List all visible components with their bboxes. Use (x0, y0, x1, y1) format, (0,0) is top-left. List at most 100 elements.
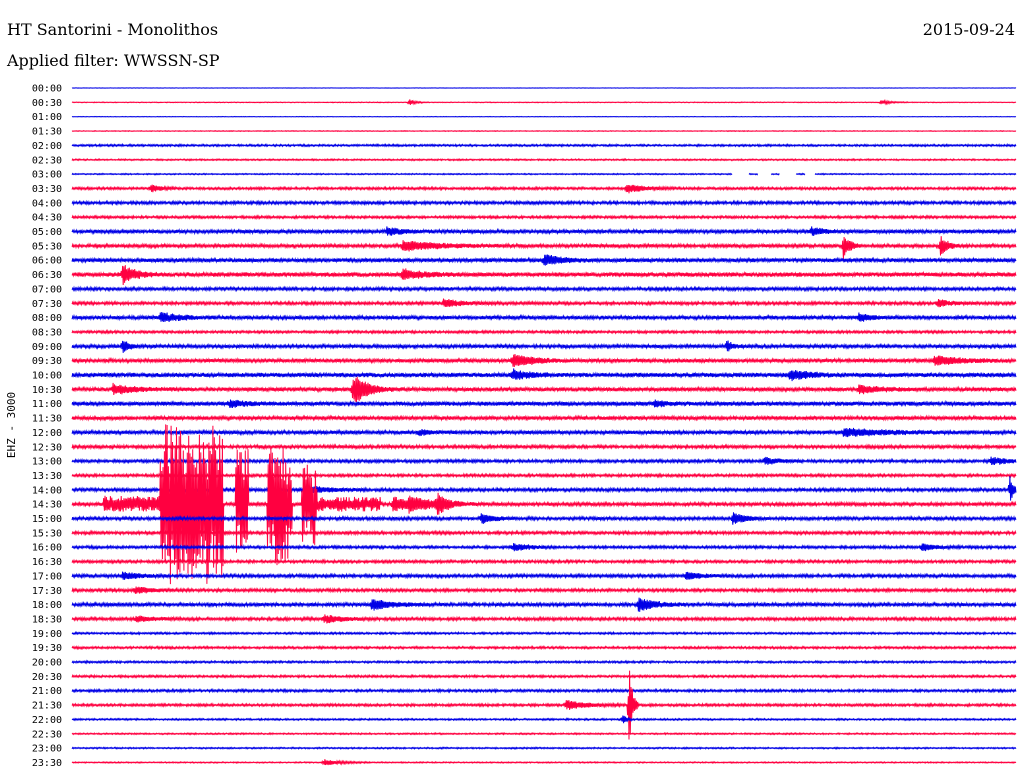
trace-line (71, 226, 1017, 237)
trace-line (71, 399, 1017, 408)
row-time-label: 06:00 (32, 256, 62, 267)
trace-line (71, 731, 1017, 736)
row-time-label: 10:00 (32, 371, 62, 382)
trace-line (71, 368, 1017, 382)
row-time-label: 00:30 (32, 98, 62, 109)
row-time-label: 03:30 (32, 184, 62, 195)
trace-line (71, 472, 1017, 479)
row-time-label: 16:30 (32, 557, 62, 568)
row-time-label: 12:30 (32, 442, 62, 453)
trace-line (71, 184, 1017, 194)
row-time-label: 15:30 (32, 528, 62, 539)
trace-line (71, 687, 1017, 694)
row-time-label: 18:00 (32, 600, 62, 611)
trace-line (71, 298, 1017, 308)
row-time-label: 18:30 (32, 614, 62, 625)
trace-line (71, 424, 1017, 585)
record-date: 2015-09-24 (922, 20, 1015, 39)
trace-line (71, 558, 1017, 565)
trace-line (71, 311, 1017, 323)
row-time-label: 14:00 (32, 485, 62, 496)
row-time-label: 23:00 (32, 744, 62, 755)
row-time-label: 14:30 (32, 500, 62, 511)
row-time-label: 11:30 (32, 414, 62, 425)
trace-line (71, 476, 1017, 501)
row-time-label: 07:30 (32, 299, 62, 310)
trace-line (71, 199, 1017, 207)
row-time-label: 04:00 (32, 198, 62, 209)
trace-line (71, 427, 1017, 438)
row-time-label: 16:00 (32, 543, 62, 554)
row-time-label: 06:30 (32, 270, 62, 281)
row-time-label: 21:30 (32, 701, 62, 712)
trace-line (71, 586, 1017, 594)
row-time-label: 09:00 (32, 342, 62, 353)
trace-line (71, 236, 1017, 260)
row-time-label: 23:30 (32, 758, 62, 769)
row-time-label: 19:00 (32, 629, 62, 640)
filter-label: Applied filter: WWSSN-SP (7, 51, 220, 70)
trace-line (71, 659, 1017, 665)
row-time-label: 01:00 (32, 112, 62, 123)
trace-line (71, 443, 1017, 451)
trace-line (71, 746, 1017, 750)
trace-line (71, 542, 1017, 552)
station-title: HT Santorini - Monolithos (7, 20, 219, 39)
row-time-label: 05:30 (32, 241, 62, 252)
trace-line (71, 597, 1017, 612)
row-time-label: 09:30 (32, 356, 62, 367)
trace-line (71, 98, 1017, 106)
row-time-label: 21:00 (32, 686, 62, 697)
row-time-label: 12:00 (32, 428, 62, 439)
row-time-label: 13:00 (32, 457, 62, 468)
trace-line (71, 759, 1017, 766)
row-time-label: 00:00 (32, 84, 62, 95)
channel-label: EHZ - 3000 (5, 392, 18, 458)
row-time-label: 13:30 (32, 471, 62, 482)
trace-line (71, 614, 1017, 624)
trace-line (71, 353, 1017, 368)
row-time-label: 20:30 (32, 672, 62, 683)
trace-line (71, 157, 1017, 162)
row-time-label: 15:00 (32, 514, 62, 525)
trace-line (71, 129, 1017, 133)
row-time-label: 08:30 (32, 327, 62, 338)
row-time-label: 07:00 (32, 284, 62, 295)
row-time-label: 17:30 (32, 586, 62, 597)
trace-line (71, 172, 1017, 176)
trace-line (71, 673, 1017, 680)
trace-line (71, 529, 1017, 537)
trace-line (71, 512, 1017, 525)
trace-line (71, 328, 1017, 335)
row-time-label: 22:30 (32, 729, 62, 740)
trace-line (71, 670, 1017, 740)
trace-line (71, 214, 1017, 221)
row-time-label: 04:30 (32, 213, 62, 224)
trace-line (71, 630, 1017, 636)
trace-line (71, 340, 1017, 353)
trace-line (71, 142, 1017, 148)
row-time-label: 20:00 (32, 658, 62, 669)
row-time-label: 03:00 (32, 170, 62, 181)
row-time-label: 01:30 (32, 127, 62, 138)
row-time-label: 05:00 (32, 227, 62, 238)
trace-line (71, 456, 1017, 466)
trace-line (71, 285, 1017, 293)
trace-line (71, 265, 1017, 286)
row-time-label: 22:00 (32, 715, 62, 726)
row-time-label: 02:00 (32, 141, 62, 152)
row-time-label: 17:00 (32, 571, 62, 582)
row-time-label: 19:30 (32, 643, 62, 654)
row-time-label: 08:00 (32, 313, 62, 324)
trace-line (71, 254, 1017, 266)
trace-line (71, 571, 1017, 580)
trace-line (71, 376, 1017, 403)
trace-line (71, 414, 1017, 422)
row-time-label: 11:00 (32, 399, 62, 410)
trace-line (71, 644, 1017, 651)
row-time-label: 10:30 (32, 385, 62, 396)
row-time-label: 02:30 (32, 155, 62, 166)
trace-line (71, 715, 1017, 724)
